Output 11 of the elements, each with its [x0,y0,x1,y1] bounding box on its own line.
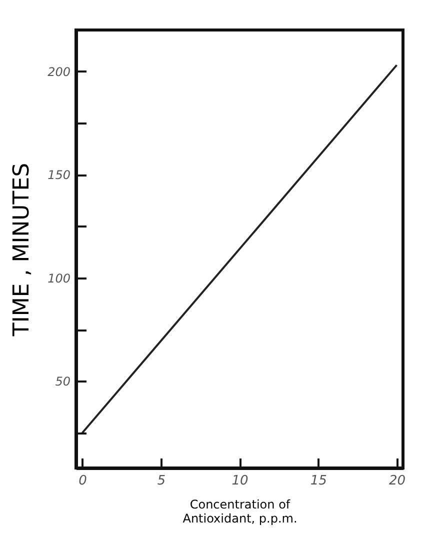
x-tick-label: 0 [78,474,87,488]
y-tick-label: 200 [48,64,71,79]
x-tick-label: 20 [388,474,406,488]
y-tick-label: 150 [48,168,71,182]
x-tick-label: 15 [310,474,327,488]
y-tick-label: 100 [48,271,71,286]
y-axis-title: TIME , MINUTES [10,162,35,338]
x-tick-label: 10 [232,474,248,488]
y-tick-label: 50 [55,374,71,389]
x-axis-title: Concentration of Antioxidant, p.p.m. [182,498,298,526]
x-tick-label: 5 [157,474,166,488]
